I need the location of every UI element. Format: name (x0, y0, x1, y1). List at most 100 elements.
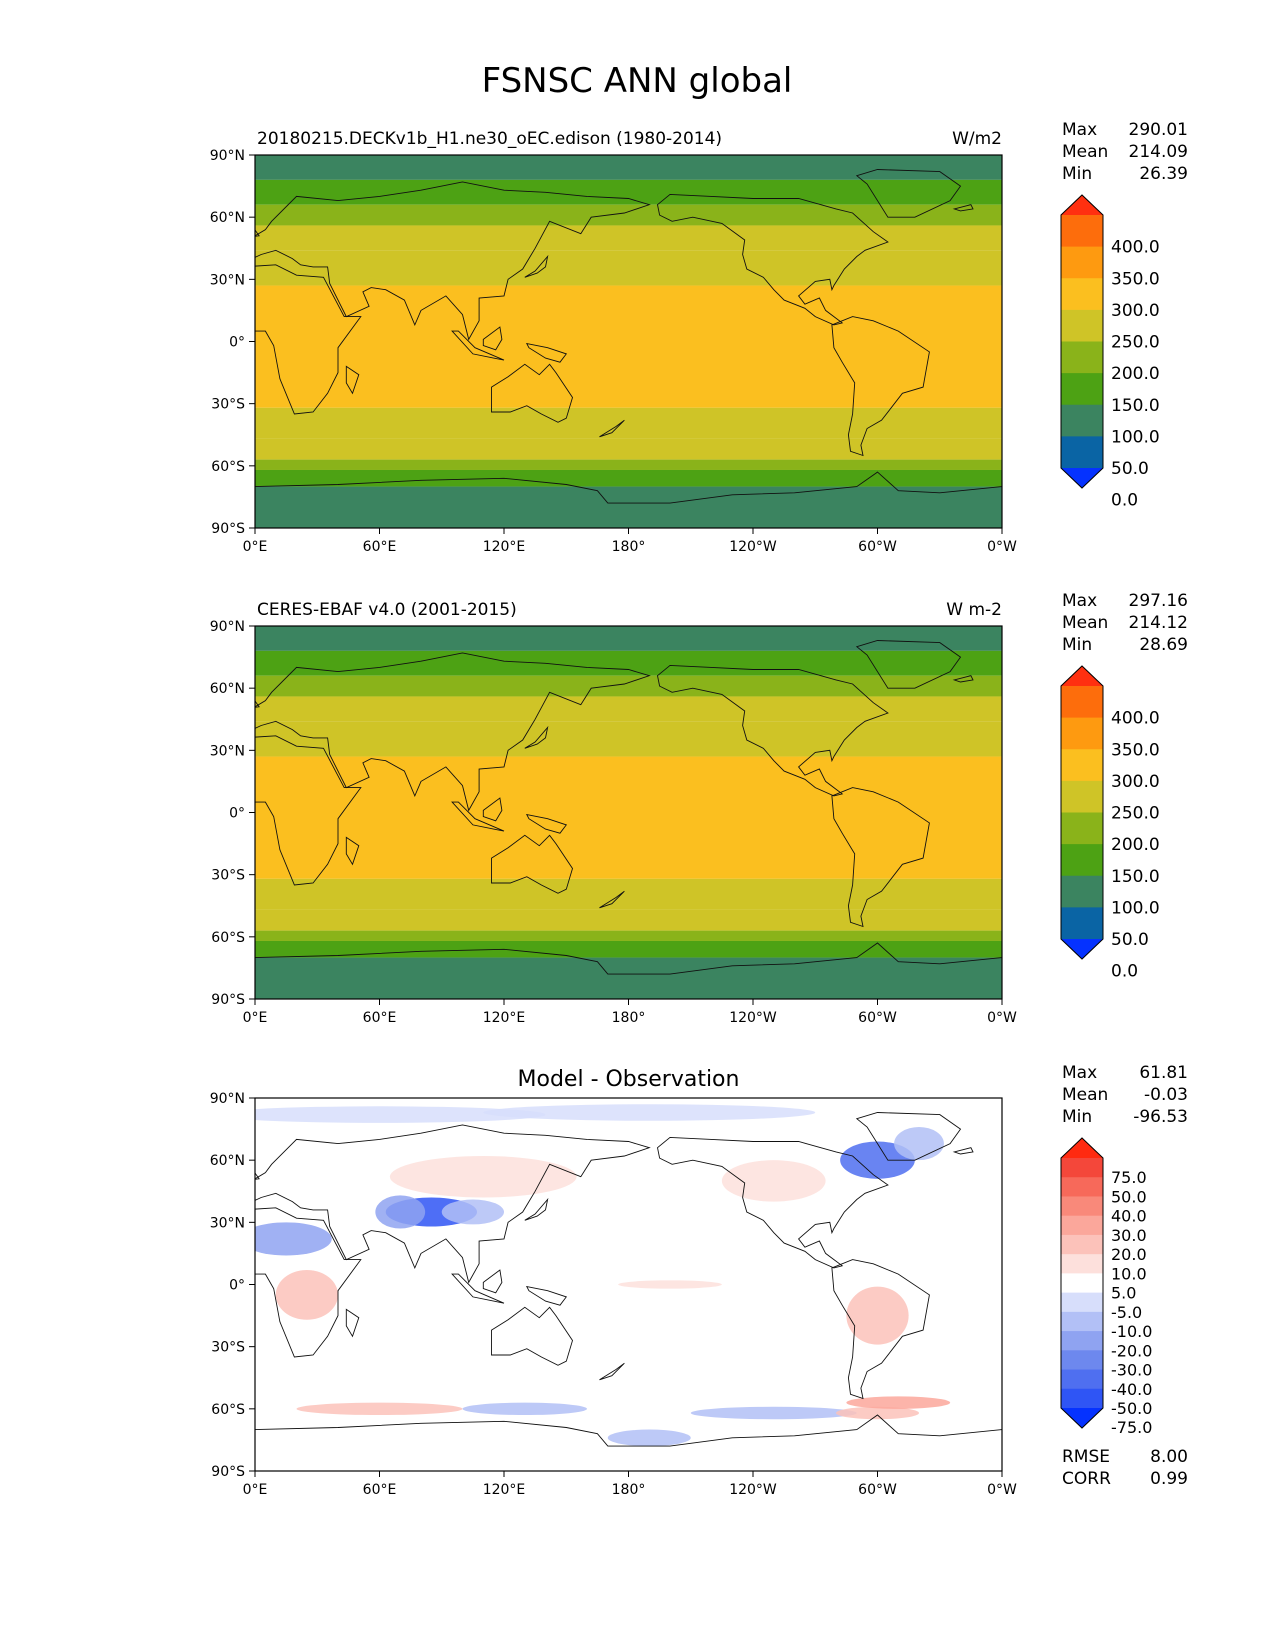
coastline (255, 181, 651, 341)
coastline (451, 330, 505, 361)
lat-tick-label: 30°N (210, 743, 245, 759)
colorbar-segment (1061, 812, 1103, 845)
coastline (255, 1207, 362, 1358)
stat-value-mean: -0.03 (1144, 1085, 1188, 1105)
colorbar-segment (1061, 436, 1103, 469)
panel-units: W m-2 (946, 600, 1002, 620)
lat-tick-label: 90°S (211, 521, 245, 537)
coastline (345, 365, 360, 395)
lat-tick-label: 30°N (210, 272, 245, 288)
colorbar-label: 0.0 (1111, 962, 1138, 982)
colorbar-segment (1061, 1369, 1103, 1390)
colorbar: 400.0 350.0 300.0 250.0 200.0 150.0 100.0 50.0 0… (1060, 194, 1160, 511)
colorbar-label: 10.0 (1111, 1264, 1147, 1283)
coastline (599, 890, 625, 909)
zonal-band (255, 930, 1002, 941)
stat-value-rmse: 8.00 (1150, 1447, 1188, 1467)
stat-label-corr: CORR (1062, 1469, 1111, 1489)
coastline (255, 1124, 651, 1284)
stat-label-min: Min (1062, 635, 1092, 655)
colorbar-outline (1060, 665, 1104, 960)
coastline (482, 797, 503, 822)
colorbar-segment (1061, 907, 1103, 940)
stat-label-max: Max (1062, 120, 1097, 140)
anomaly-region (840, 1141, 915, 1179)
colorbar-segment (1061, 404, 1103, 437)
colorbar-segment (1061, 1350, 1103, 1371)
colorbar-segment (1061, 1331, 1103, 1351)
zonal-band (255, 486, 1002, 528)
lat-tick-label: 90°S (211, 1464, 245, 1480)
coastline (524, 254, 549, 278)
colorbar-extend-top (1061, 666, 1103, 686)
coastline (255, 735, 362, 886)
colorbar-label: 100.0 (1111, 427, 1160, 447)
zonal-band (255, 250, 1002, 286)
stat-value-max: 297.16 (1129, 591, 1188, 611)
anomaly-region (894, 1127, 944, 1161)
zonal-band (255, 756, 1002, 879)
colorbar-segment (1061, 1292, 1103, 1313)
stat-label-mean: Mean (1062, 142, 1108, 162)
stat-value-min: -96.53 (1133, 1107, 1188, 1127)
zonal-band (255, 204, 1002, 226)
panel-3: Model - Observation 90°N 60°N 30°N 0° 30°S 60°… (210, 1063, 1188, 1498)
colorbar-segment (1061, 686, 1103, 719)
stat-value-corr: 0.99 (1150, 1469, 1188, 1489)
coastline (451, 1273, 505, 1304)
colorbar-label: 150.0 (1111, 867, 1160, 887)
colorbar-extend-bottom (1061, 468, 1103, 488)
colorbar-label: 350.0 (1111, 269, 1160, 289)
coastline (657, 193, 889, 326)
lon-tick-label: 60°W (858, 1010, 897, 1026)
colorbar-label: 300.0 (1111, 772, 1160, 792)
colorbar-segment (1061, 373, 1103, 406)
anomaly-region (846, 1286, 909, 1345)
colorbar-label: 30.0 (1111, 1226, 1147, 1245)
lat-tick-label: 0° (229, 806, 245, 822)
lon-tick-label: 120°W (729, 1482, 777, 1498)
zonal-band (255, 626, 1002, 651)
coastline (525, 813, 568, 834)
lat-tick-label: 90°S (211, 992, 245, 1008)
coastline (482, 1269, 503, 1294)
map-plot (255, 155, 1002, 528)
colorbar-label: 0.0 (1111, 491, 1138, 511)
coastline (491, 1306, 573, 1366)
lat-tick-label: 90°N (210, 619, 245, 635)
lon-tick-label: 60°E (363, 1010, 397, 1026)
zonal-band (255, 909, 1002, 931)
panel-units: W/m2 (952, 129, 1002, 149)
colorbar-segment (1061, 844, 1103, 877)
coastline (255, 1414, 1002, 1471)
zonal-band (255, 940, 1002, 958)
zonal-band (255, 438, 1002, 460)
colorbar-label: -10.0 (1111, 1322, 1152, 1341)
anomaly-region (836, 1406, 919, 1420)
coastline (255, 652, 651, 812)
anomaly-region (483, 1104, 816, 1121)
lon-tick-label: 0°W (987, 1482, 1017, 1498)
lon-tick-label: 180° (612, 1010, 646, 1026)
panel-1: 20180215.DECKv1b_H1.ne30_oEC.edison (198… (210, 120, 1188, 555)
coastline (255, 942, 1002, 999)
colorbar-segment (1061, 1254, 1103, 1274)
lon-tick-label: 60°E (363, 1482, 397, 1498)
stat-value-min: 26.39 (1139, 164, 1188, 184)
anomaly-region (618, 1280, 722, 1289)
stat-label-min: Min (1062, 164, 1092, 184)
stat-value-max: 61.81 (1139, 1063, 1188, 1083)
colorbar-label: 75.0 (1111, 1168, 1147, 1187)
panel-2: CERES-EBAF v4.0 (2001-2015) W m-2 90°N 60°N… (210, 591, 1188, 1026)
anomaly-region (389, 1156, 577, 1198)
coastline (525, 342, 568, 363)
lon-tick-label: 180° (612, 539, 646, 555)
anomaly-region (255, 1222, 332, 1256)
anomaly-region (721, 1160, 826, 1202)
coastline (599, 1362, 625, 1381)
lon-tick-label: 60°W (858, 539, 897, 555)
colorbar-label: 50.0 (1111, 459, 1149, 479)
anomaly-region (296, 1402, 463, 1416)
panel-title: Model - Observation (518, 1067, 740, 1092)
